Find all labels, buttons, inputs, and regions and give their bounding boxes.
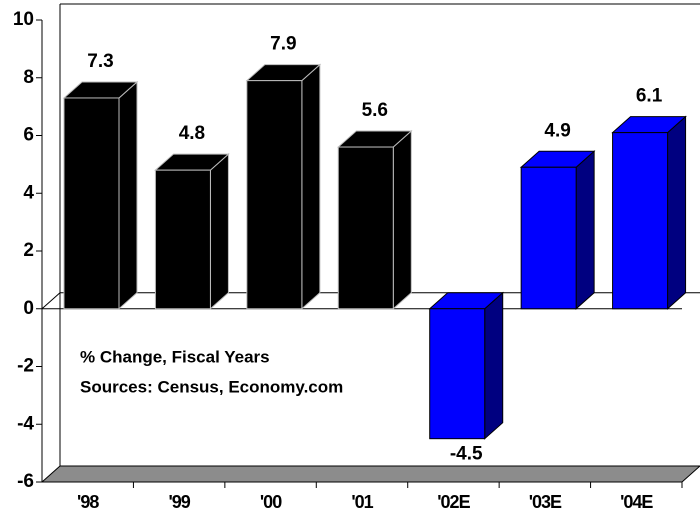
bar-side [484, 291, 504, 440]
x-tick-label: '99 [168, 492, 190, 512]
value-label: 4.9 [544, 120, 570, 141]
y-tick-label: -2 [17, 356, 34, 377]
x-tick-label: '04E [620, 492, 653, 512]
x-tick-label: '00 [260, 492, 282, 512]
zero-line [41, 292, 61, 310]
x-tick-label: '98 [77, 492, 99, 512]
y-tick-label: 10 [13, 9, 34, 30]
bar [63, 97, 120, 310]
bar-side [575, 150, 595, 310]
value-label: 5.6 [362, 100, 388, 121]
bar [246, 80, 303, 310]
x-tick-label: '02E [437, 492, 470, 512]
y-tick-label: 4 [23, 182, 34, 203]
value-label: 7.3 [87, 51, 113, 72]
x-tick-label: '01 [351, 492, 373, 512]
bar [154, 169, 211, 310]
bar [337, 146, 394, 310]
y-tick-label: 8 [23, 67, 34, 88]
annotation: % Change, Fiscal Years [80, 347, 270, 366]
bar-side [392, 129, 412, 310]
bar-side [118, 80, 138, 310]
bar-side [667, 115, 687, 310]
value-label: -4.5 [450, 444, 483, 465]
x-tick-label: '03E [529, 492, 562, 512]
bar-side [209, 153, 229, 310]
y-tick-label: -4 [17, 413, 34, 434]
bar [429, 308, 486, 440]
floor [40, 465, 700, 483]
y-tick-label: -6 [17, 471, 34, 492]
value-label: 4.8 [179, 123, 205, 144]
value-label: 7.9 [270, 34, 296, 55]
value-label: 6.1 [636, 86, 663, 107]
y-tick-label: 2 [23, 240, 34, 261]
bar [612, 132, 669, 310]
bar [520, 166, 577, 310]
annotation: Sources: Census, Economy.com [80, 377, 343, 396]
y-tick-label: 6 [23, 125, 34, 146]
y-tick-label: 0 [23, 298, 34, 319]
bar-side [301, 63, 321, 310]
